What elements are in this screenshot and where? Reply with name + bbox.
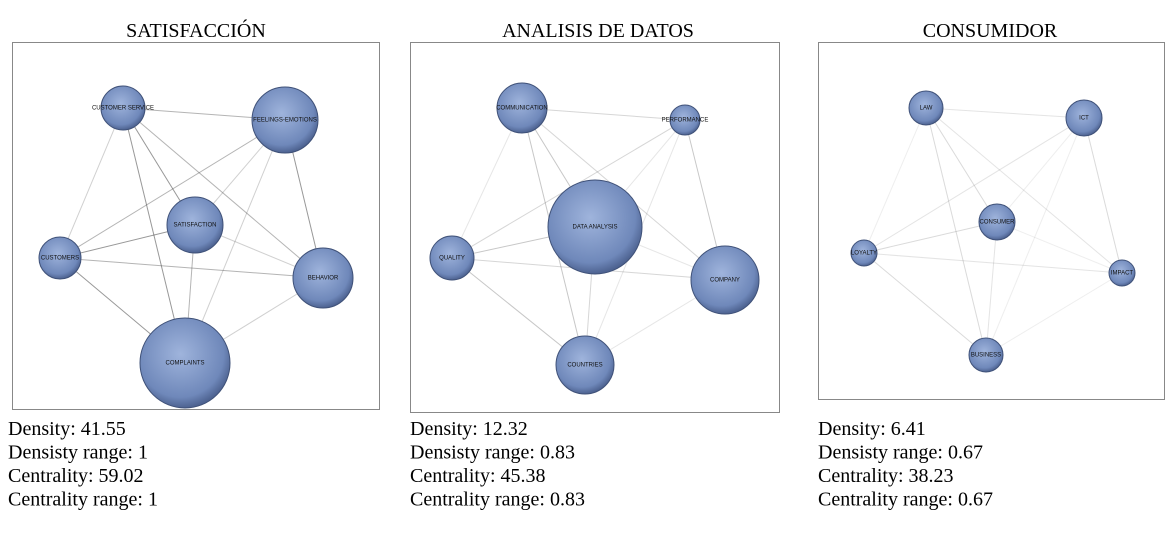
network-panel: ANALISIS DE DATOS COMMUNICATION PERFORMANC… (410, 20, 780, 511)
stat-line: Densisty range: 1 (8, 442, 148, 464)
node (251, 86, 319, 154)
node-label: QUALITY (439, 256, 465, 262)
node (669, 104, 701, 136)
node-label: SATISFACTION (174, 223, 217, 229)
network-panel: SATISFACCIÓN CUSTOMER SERVICE FEELINGS-EMO… (8, 18, 380, 511)
edge (925, 107, 998, 223)
node-label: COMMUNICATION (496, 106, 548, 112)
edge (122, 107, 324, 279)
node (1108, 259, 1136, 287)
edge (59, 119, 286, 259)
edge (863, 117, 1085, 254)
node (496, 82, 548, 134)
node-label: LAW (920, 106, 933, 112)
node-label: ICT (1079, 116, 1089, 122)
edge (996, 221, 1123, 274)
node (547, 179, 643, 275)
stat-line: Densisty range: 0.83 (410, 442, 575, 464)
node-label: COMPLAINTS (165, 361, 204, 367)
node (100, 85, 146, 131)
edge (1083, 117, 1123, 274)
edge (985, 272, 1123, 356)
edge (985, 117, 1085, 356)
node (1065, 99, 1103, 137)
node-label: LOYALTY (851, 251, 877, 257)
node-label: IMPACT (1111, 271, 1134, 277)
stat-line: Density: 6.41 (818, 418, 926, 440)
stat-line: Centrality: 59.02 (8, 465, 144, 487)
edge (863, 252, 1123, 274)
stat-line: Centrality range: 0.67 (818, 489, 993, 511)
node (968, 337, 1004, 373)
stat-line: Densisty range: 0.67 (818, 442, 983, 464)
edge (925, 107, 1085, 119)
node (38, 236, 82, 280)
stat-line: Density: 41.55 (8, 418, 126, 440)
node (292, 247, 354, 309)
network-panel: CONSUMIDOR LAW ICT CONSUMER LOYALTY IMPACT BUS… (818, 20, 1165, 511)
edge (451, 107, 523, 259)
node-label: FEELINGS-EMOTIONS (253, 118, 317, 124)
stat-line: Centrality: 45.38 (410, 465, 546, 487)
node (555, 335, 615, 395)
edge (925, 107, 1123, 274)
node-label: COUNTRIES (567, 363, 602, 369)
edge (996, 117, 1085, 223)
node-label: BUSINESS (971, 353, 1001, 359)
node (139, 317, 231, 409)
stat-line: Centrality range: 0.83 (410, 489, 585, 511)
panel-title: SATISFACCIÓN (126, 18, 266, 42)
node (850, 239, 878, 267)
stat-line: Centrality range: 1 (8, 489, 158, 511)
panel-title: ANALISIS DE DATOS (502, 20, 694, 42)
node-label: CUSTOMERS (41, 256, 79, 262)
node-label: PERFORMANCE (662, 118, 709, 124)
edge (985, 221, 998, 356)
edge (59, 257, 324, 279)
edge (863, 107, 927, 254)
node-label: COMPANY (710, 278, 740, 284)
edge (59, 107, 124, 259)
node-label: BEHAVIOR (308, 276, 339, 282)
node (166, 196, 224, 254)
stat-line: Density: 12.32 (410, 418, 528, 440)
node-label: CONSUMER (979, 220, 1015, 226)
stat-line: Centrality: 38.23 (818, 465, 954, 487)
node (908, 90, 944, 126)
panel-title: CONSUMIDOR (923, 20, 1058, 42)
node (690, 245, 760, 315)
node (978, 203, 1016, 241)
edge (925, 107, 987, 356)
node-label: DATA ANALYSIS (572, 225, 617, 231)
edge (863, 252, 987, 356)
node (429, 235, 475, 281)
node-label: CUSTOMER SERVICE (92, 106, 154, 112)
edge (521, 107, 686, 121)
edge (863, 221, 998, 254)
